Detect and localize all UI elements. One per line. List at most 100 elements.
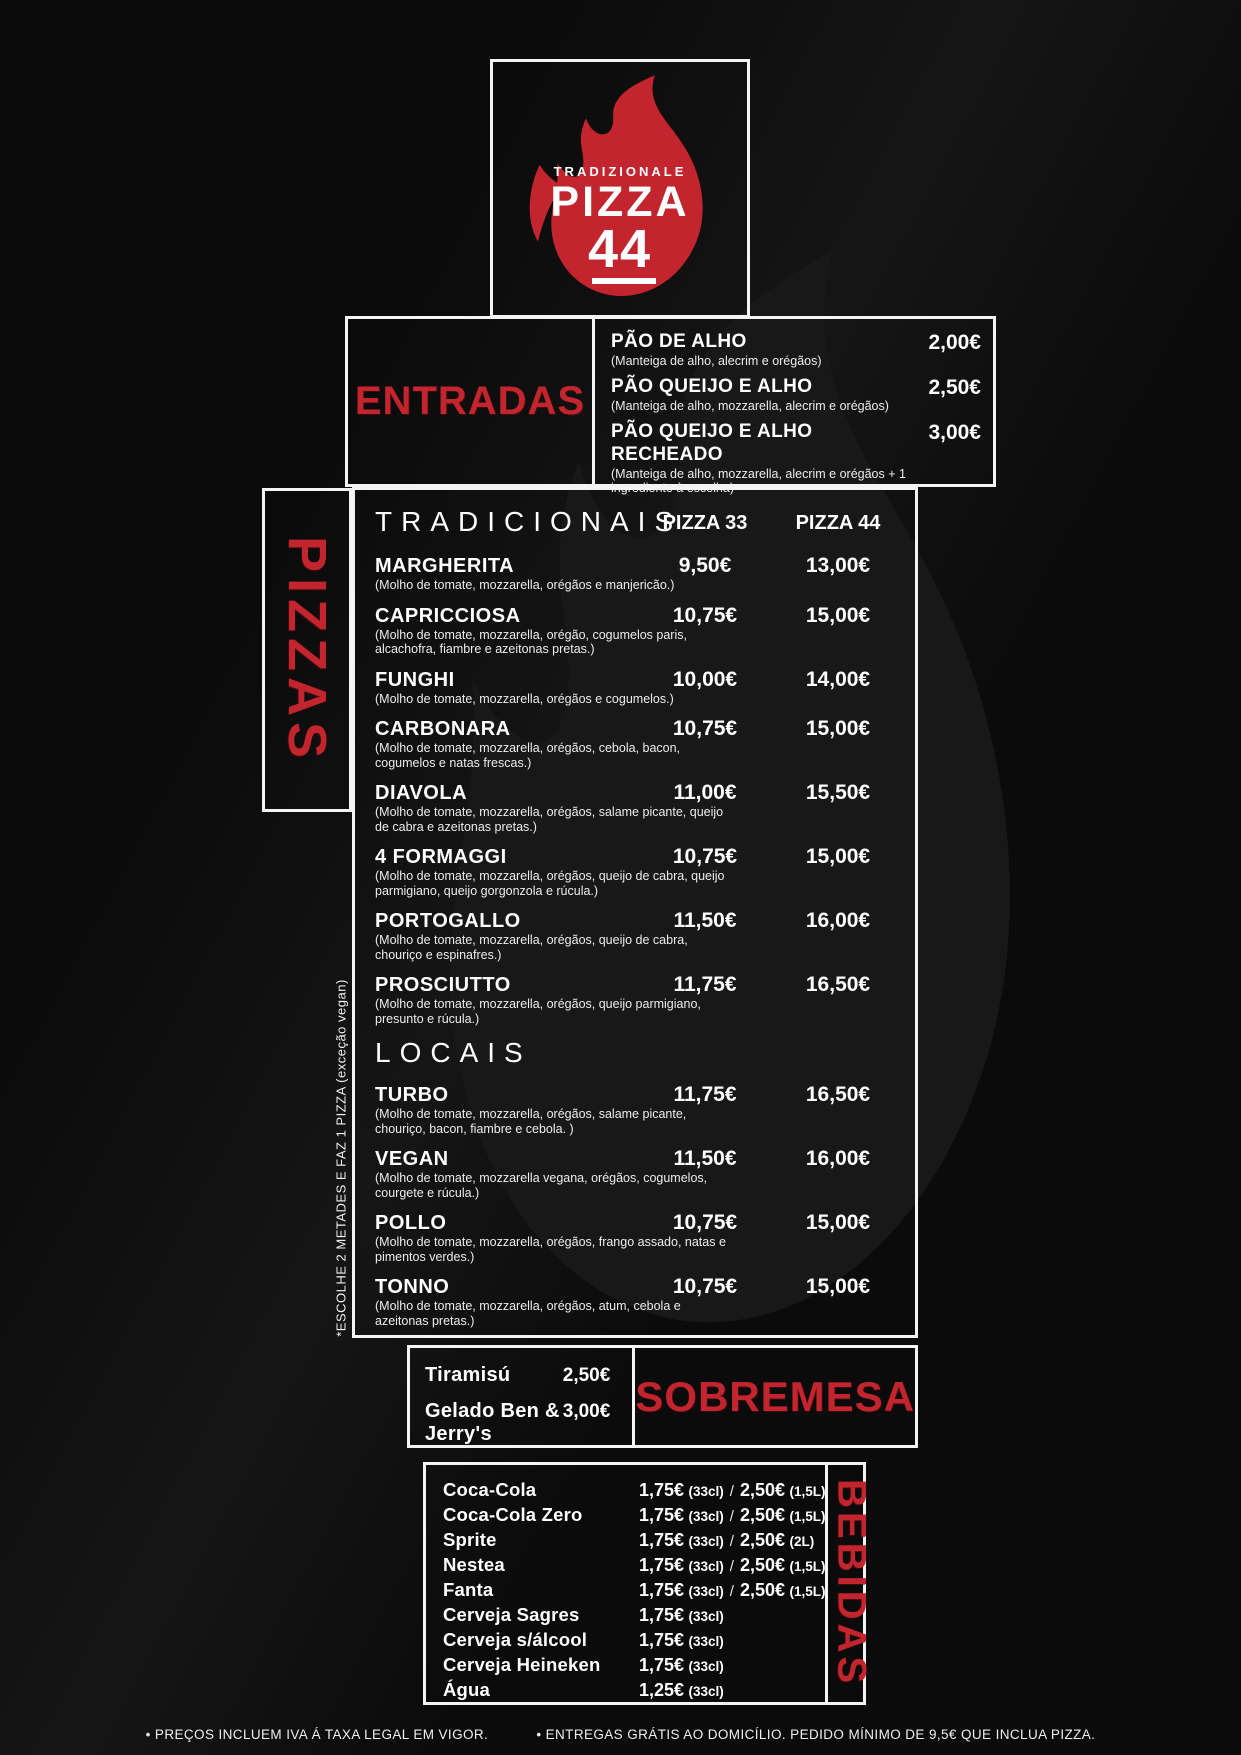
bebidas-item-name: Cerveja Sagres	[443, 1604, 580, 1625]
pizza-description: (Molho de tomate, mozzarella, orégãos, a…	[375, 1299, 681, 1328]
entradas-item-price: 2,00€	[928, 331, 981, 354]
bebidas-item-price-2: 2,50€	[739, 1480, 785, 1500]
entradas-item: PÃO QUEIJO E ALHO RECHEADO (Manteiga de …	[611, 421, 993, 495]
entradas-item-description: (Manteiga de alho, mozzarella, alecrim e…	[611, 398, 889, 413]
pizza-item: PORTOGALLO (Molho de tomate, mozzarella,…	[375, 909, 891, 962]
bebidas-item-price-2: 2,50€	[739, 1555, 785, 1575]
entradas-item-name: PÃO QUEIJO E ALHO RECHEADO	[611, 421, 813, 466]
bebidas-item-size-2: (1,5L)	[789, 1484, 826, 1499]
bebidas-item-name: Sprite	[443, 1529, 497, 1550]
flame-icon	[529, 75, 703, 296]
pizza-name: CAPRICCIOSA	[375, 604, 521, 627]
pizza-description: (Molho de tomate, mozzarella, orégãos, c…	[375, 741, 681, 770]
pizza-description: (Molho de tomate, mozzarella vegana, oré…	[375, 1171, 708, 1200]
pizza-price-33: 9,50€	[678, 554, 732, 577]
entradas-section: ENTRADAS PÃO DE ALHO (Manteiga de alho, …	[345, 316, 996, 495]
bebidas-item-size-1: (33cl)	[688, 1559, 724, 1574]
pizza-description: (Molho de tomate, mozzarella, orégãos, q…	[375, 997, 701, 1026]
bebidas-item-size-1: (33cl)	[688, 1609, 724, 1624]
bebidas-item-price-2: 2,50€	[739, 1530, 785, 1550]
pizza-price-44: 15,50€	[805, 781, 871, 804]
pizza-price-33: 10,00€	[672, 667, 738, 691]
pizza-item: DIAVOLA (Molho de tomate, mozzarella, or…	[375, 781, 891, 834]
flame-watermark-icon	[450, 250, 1010, 1323]
bebidas-item: Coca-Cola 1,75€ (33cl) / 2,50€ (1,5L)	[443, 1479, 825, 1504]
pizza-name: DIAVOLA	[375, 782, 468, 804]
pizza-price-44: 14,00€	[805, 667, 871, 691]
bebidas-item-size-1: (33cl)	[688, 1484, 724, 1499]
bebidas-item-size-2: (1,5L)	[789, 1559, 826, 1574]
bebidas-title: BEBIDAS	[829, 1479, 874, 1688]
logo-number: 44	[587, 219, 653, 279]
pizza-name: TURBO	[375, 1084, 449, 1106]
sobremesa-item: Gelado Ben & Jerry's 3,00€	[425, 1400, 610, 1446]
pizza-price-44: 15,00€	[805, 1275, 871, 1298]
pizza-price-33: 11,50€	[673, 909, 737, 932]
sobremesa-label-cell: SOBREMESA	[635, 1348, 915, 1445]
entradas-item: PÃO DE ALHO (Manteiga de alho, alecrim e…	[611, 331, 993, 368]
bebidas-item-separator: /	[729, 1508, 734, 1525]
entradas-item-description: (Manteiga de alho, alecrim e orégãos)	[611, 353, 822, 368]
tradicionais-heading: TRADICIONAIS	[375, 506, 683, 537]
bebidas-item-size-1: (33cl)	[688, 1509, 724, 1524]
bebidas-item-name: Coca-Cola	[443, 1479, 537, 1500]
pizza-price-44: 16,50€	[805, 1083, 871, 1106]
pizza-name: CARBONARA	[375, 718, 511, 740]
bebidas-item-size-1: (33cl)	[688, 1684, 724, 1699]
pizza-item: FUNGHI (Molho de tomate, mozzarella, oré…	[375, 668, 891, 707]
pizza-description: (Molho de tomate, mozzarella, orégãos, q…	[375, 933, 688, 962]
pizza-item: CAPRICCIOSA (Molho de tomate, mozzarella…	[375, 604, 891, 657]
sobremesa-title: SOBREMESA	[635, 1372, 915, 1420]
bebidas-item-size-1: (33cl)	[688, 1634, 724, 1649]
pizza-price-33: 11,00€	[673, 781, 737, 804]
bebidas-section: Coca-Cola 1,75€ (33cl) / 2,50€ (1,5L) Coca…	[423, 1462, 873, 1705]
bebidas-item-size-1: (33cl)	[688, 1584, 724, 1599]
bebidas-item-price-1: 1,75€	[639, 1655, 685, 1675]
pizza-price-44: 16,00€	[805, 1147, 871, 1170]
bebidas-item-size-2: (1,5L)	[789, 1584, 826, 1599]
pizza-description: (Molho de tomate, mozzarella, orégão, co…	[375, 627, 687, 657]
pizza-name: PROSCIUTTO	[375, 974, 511, 996]
pizza-description: (Molho de tomate, mozzarella, orégãos, s…	[375, 805, 724, 834]
bebidas-item-price-2: 2,50€	[739, 1580, 785, 1600]
bebidas-item-separator: /	[729, 1533, 734, 1550]
locais-items: TURBO (Molho de tomate, mozzarella, orég…	[375, 1083, 891, 1328]
pizza-item: TONNO (Molho de tomate, mozzarella, orég…	[375, 1275, 891, 1328]
bebidas-item: Sprite 1,75€ (33cl) / 2,50€ (2L)	[443, 1529, 825, 1554]
bebidas-item-price-1: 1,75€	[639, 1605, 685, 1625]
pizza-item: VEGAN (Molho de tomate, mozzarella vegan…	[375, 1147, 891, 1200]
bebidas-item-name: Água	[443, 1679, 491, 1700]
pizzas-header-row: TRADICIONAIS PIZZA 33 PIZZA 44	[375, 506, 891, 546]
footer-notes: • PREÇOS INCLUEM IVA Á TAXA LEGAL EM VIG…	[0, 1727, 1241, 1742]
pizza-price-44: 16,00€	[805, 909, 871, 932]
entradas-label-cell: ENTRADAS	[348, 319, 595, 484]
pizza-description: (Molho de tomate, mozzarella, orégãos, f…	[375, 1235, 726, 1264]
pizza-price-44: 15,00€	[805, 603, 871, 627]
entradas-item-name: PÃO DE ALHO	[611, 331, 747, 352]
pizzas-side-panel: PIZZAS	[262, 488, 352, 812]
pizza-description: (Molho de tomate, mozzarella, orégãos e …	[375, 578, 675, 592]
column-header-pizza-33: PIZZA 33	[662, 512, 748, 534]
pizza-description: (Molho de tomate, mozzarella, orégãos, q…	[375, 869, 725, 898]
pizza-item: CARBONARA (Molho de tomate, mozzarella, …	[375, 717, 891, 770]
bebidas-item-name: Coca-Cola Zero	[443, 1504, 583, 1525]
bebidas-item-name: Cerveja s/álcool	[443, 1629, 588, 1650]
bebidas-items: Coca-Cola 1,75€ (33cl) / 2,50€ (1,5L) Coca…	[426, 1465, 829, 1702]
bebidas-item-separator: /	[729, 1583, 734, 1600]
footer-note-vat: • PREÇOS INCLUEM IVA Á TAXA LEGAL EM VIG…	[145, 1727, 489, 1742]
pizza-item: POLLO (Molho de tomate, mozzarella, orég…	[375, 1211, 891, 1264]
half-and-half-note: *ESCOLHE 2 METADES E FAZ 1 PIZZA (exceçã…	[333, 979, 349, 1337]
pizza-item: 4 FORMAGGI (Molho de tomate, mozzarella,…	[375, 845, 891, 898]
pizza-name: PORTOGALLO	[375, 910, 521, 932]
pizza-description: (Molho de tomate, mozzarella, orégãos, s…	[375, 1107, 687, 1136]
pizza-item: TURBO (Molho de tomate, mozzarella, orég…	[375, 1083, 891, 1136]
bebidas-item-price-2: 2,50€	[739, 1505, 785, 1525]
sobremesa-items: Tiramisú 2,50€ Gelado Ben & Jerry's 3,00…	[410, 1348, 636, 1446]
pizza-price-44: 16,50€	[805, 973, 871, 996]
pizza-price-44: 15,00€	[805, 845, 871, 868]
entradas-item-price: 3,00€	[928, 421, 981, 445]
entradas-item: PÃO QUEIJO E ALHO (Manteiga de alho, moz…	[611, 376, 993, 413]
bebidas-item-price-1: 1,75€	[639, 1480, 685, 1500]
pizza-name: MARGHERITA	[375, 555, 515, 577]
